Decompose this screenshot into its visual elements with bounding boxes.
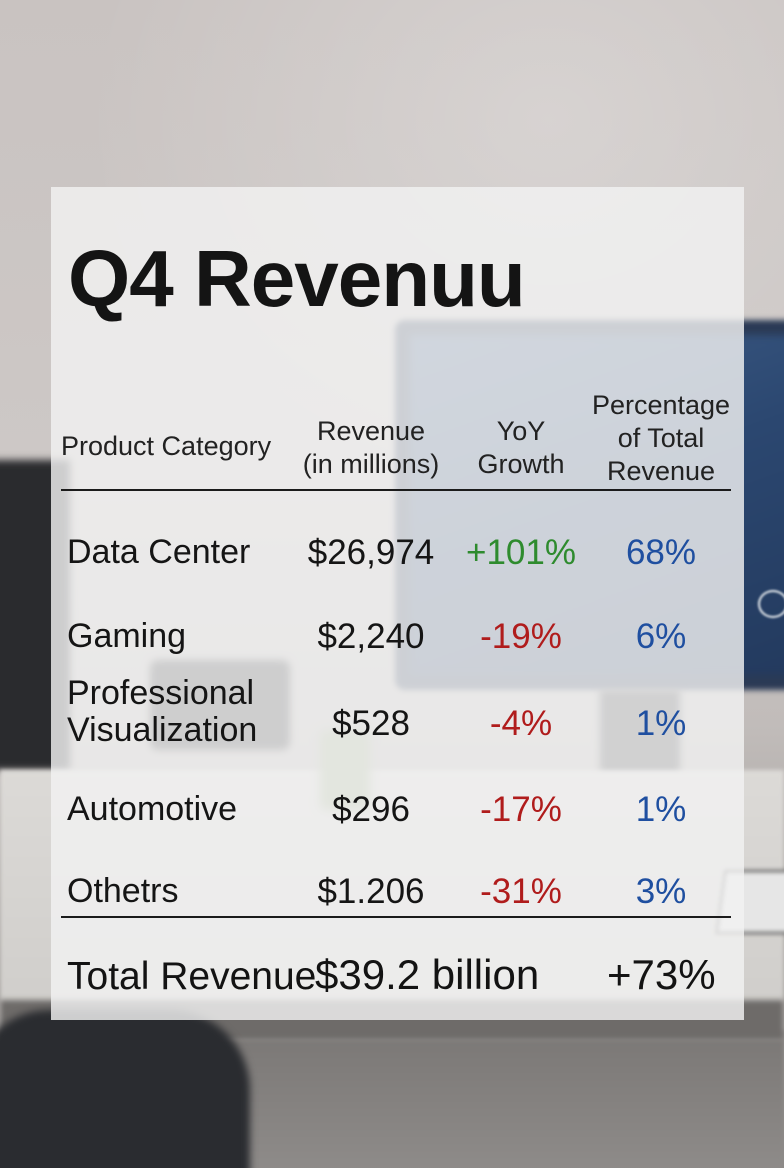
header-pct-line1: Percentage	[591, 390, 731, 420]
row-yoy: -4%	[489, 704, 553, 743]
row-percentage: 68%	[625, 533, 697, 572]
row-category: Gaming	[67, 617, 187, 655]
row-yoy: -19%	[480, 617, 562, 656]
row-yoy: +101%	[466, 533, 576, 572]
row-percentage: 1%	[635, 790, 687, 829]
row-category: Data Center	[67, 533, 251, 571]
row-category-line1: Professional	[67, 674, 255, 712]
row-category: Professional Visualization	[67, 675, 257, 748]
header-yoy-growth: YoY Growth	[461, 415, 581, 481]
row-category-line2: Visualization	[67, 710, 258, 749]
header-pct-line2: of Total	[617, 422, 705, 453]
header-category-text: Product Category	[61, 431, 272, 461]
header-yoy-line2: Growth	[477, 448, 565, 479]
row-revenue: $296	[332, 790, 410, 829]
logo-icon	[758, 590, 784, 618]
header-pct-line3: Revenue	[606, 455, 716, 486]
total-divider	[61, 916, 731, 918]
row-yoy: -31%	[480, 872, 562, 911]
header-revenue: Revenue (in millions)	[291, 415, 451, 481]
header-product-category: Product Category	[61, 430, 271, 463]
row-percentage: 1%	[635, 704, 687, 743]
row-percentage: 6%	[635, 617, 687, 656]
total-revenue-growth: +73%	[607, 951, 716, 998]
row-revenue: $1.206	[317, 872, 425, 911]
total-revenue-value: $39.2 billion	[315, 951, 540, 998]
chair	[0, 1010, 250, 1168]
header-yoy-line1: YoY	[496, 416, 546, 446]
header-divider	[61, 489, 731, 491]
header-revenue-line2: (in millions)	[302, 448, 440, 479]
row-category: Automotive	[67, 790, 238, 828]
row-revenue: $26,974	[307, 533, 435, 572]
total-revenue-label: Total Revenue	[67, 955, 317, 998]
row-revenue: $2,240	[317, 617, 425, 656]
header-percentage: Percentage of Total Revenue	[581, 389, 741, 488]
header-revenue-line1: Revenue	[316, 416, 426, 446]
row-percentage: 3%	[635, 872, 687, 911]
row-category: Othetrs	[67, 872, 179, 910]
row-yoy: -17%	[480, 790, 562, 829]
row-revenue: $528	[332, 704, 410, 743]
page-title: Q4 Revenuu	[68, 234, 526, 323]
revenue-panel: Q4 Revenuu Product Category Revenue (in …	[51, 187, 744, 1020]
